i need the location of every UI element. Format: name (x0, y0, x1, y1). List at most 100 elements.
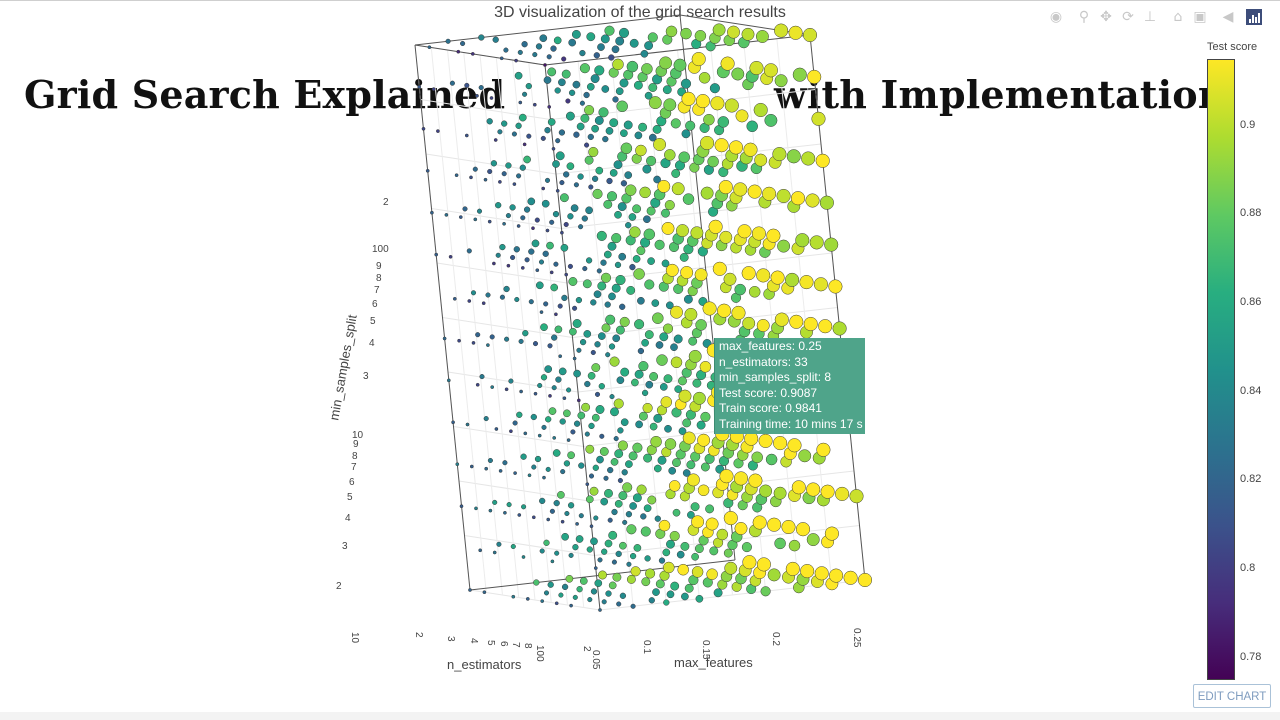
scatter-point[interactable] (593, 52, 600, 59)
scatter-point[interactable] (626, 574, 636, 584)
scatter-point[interactable] (576, 347, 582, 353)
scatter-point[interactable] (504, 336, 510, 342)
scatter-point[interactable] (633, 80, 643, 90)
scatter-point[interactable] (503, 510, 507, 515)
scatter-point[interactable] (527, 197, 536, 206)
scatter-point[interactable] (643, 453, 653, 463)
scatter-point[interactable] (543, 301, 549, 307)
scatter-point[interactable] (658, 519, 671, 532)
scatter-point[interactable] (569, 603, 573, 608)
scatter-point[interactable] (468, 588, 472, 592)
scatter-point[interactable] (545, 416, 552, 423)
scatter-point[interactable] (655, 579, 665, 589)
scatter-point[interactable] (685, 120, 696, 131)
scatter-point[interactable] (550, 283, 559, 292)
scatter-point[interactable] (487, 219, 492, 224)
scatter-point[interactable] (628, 451, 638, 461)
scatter-point[interactable] (417, 85, 422, 89)
scatter-point[interactable] (454, 173, 459, 178)
scatter-point[interactable] (532, 52, 538, 58)
scatter-point[interactable] (548, 407, 557, 415)
scatter-point[interactable] (539, 310, 544, 314)
scatter-point[interactable] (455, 462, 460, 467)
scatter-point[interactable] (600, 34, 610, 44)
scatter-point[interactable] (546, 517, 551, 522)
scatter-point[interactable] (611, 233, 622, 244)
scatter-point[interactable] (612, 572, 622, 582)
scatter-point[interactable] (731, 67, 745, 81)
scatter-point[interactable] (555, 188, 560, 193)
scatter-point[interactable] (558, 367, 567, 376)
scatter-point[interactable] (641, 338, 649, 347)
scatter-point[interactable] (659, 56, 673, 70)
scatter-point[interactable] (547, 118, 556, 126)
scatter-point[interactable] (568, 277, 578, 286)
scatter-point[interactable] (741, 542, 752, 553)
scatter-point[interactable] (534, 455, 542, 463)
scatter-point[interactable] (770, 270, 785, 285)
scatter-point[interactable] (527, 473, 532, 478)
scatter-point[interactable] (673, 334, 683, 344)
scatter-point[interactable] (523, 155, 531, 164)
scatter-point[interactable] (520, 215, 526, 221)
scatter-point[interactable] (604, 25, 615, 36)
scatter-point[interactable] (661, 208, 670, 218)
zoom-icon[interactable]: ⚲ (1078, 9, 1090, 25)
scatter-point[interactable] (445, 38, 451, 44)
scatter-point[interactable] (818, 319, 833, 334)
scatter-point[interactable] (558, 592, 564, 598)
scatter-point[interactable] (552, 449, 561, 457)
scatter-point[interactable] (603, 199, 613, 209)
scatter-point[interactable] (638, 122, 648, 132)
scatter-point[interactable] (547, 581, 554, 588)
scatter-point[interactable] (502, 221, 506, 226)
scatter-point[interactable] (566, 162, 575, 171)
scatter-point[interactable] (657, 179, 671, 193)
scatter-point[interactable] (540, 323, 548, 332)
scatter-point[interactable] (493, 138, 498, 142)
scatter-point[interactable] (647, 257, 655, 265)
scatter-point[interactable] (811, 111, 826, 126)
scatter-point[interactable] (802, 27, 818, 43)
scatter-point[interactable] (549, 508, 555, 514)
scatter-point[interactable] (620, 418, 629, 427)
scatter-point[interactable] (560, 519, 565, 524)
scatter-point[interactable] (756, 268, 771, 283)
scatter-point[interactable] (537, 382, 543, 389)
scatter-point[interactable] (697, 484, 710, 497)
scatter-point[interactable] (805, 193, 820, 208)
scatter-point[interactable] (520, 453, 527, 460)
scatter-point[interactable] (575, 522, 579, 526)
scatter-point[interactable] (514, 58, 518, 63)
scatter-point[interactable] (572, 356, 577, 361)
scatter-point[interactable] (522, 142, 527, 147)
scatter-point[interactable] (662, 323, 674, 334)
scatter-point[interactable] (612, 96, 619, 103)
scatter-point[interactable] (603, 250, 612, 259)
scatter-point[interactable] (737, 224, 752, 239)
scatter-point[interactable] (485, 292, 491, 298)
scatter-point[interactable] (679, 252, 689, 262)
scatter-point[interactable] (547, 343, 553, 349)
scatter-point[interactable] (656, 354, 668, 366)
scatter-point[interactable] (756, 557, 771, 572)
scatter-point[interactable] (583, 91, 590, 99)
plotly-logo-icon[interactable] (1246, 9, 1262, 25)
scatter-point[interactable] (531, 515, 536, 520)
scatter-point[interactable] (630, 603, 636, 609)
scatter-point[interactable] (601, 548, 608, 555)
scatter-point[interactable] (611, 45, 620, 54)
scatter-point[interactable] (596, 230, 607, 241)
scatter-point[interactable] (824, 237, 839, 252)
scatter-point[interactable] (526, 133, 532, 139)
scatter-point[interactable] (611, 508, 618, 516)
scatter-point[interactable] (521, 41, 528, 48)
scatter-point[interactable] (469, 175, 473, 180)
scatter-point[interactable] (561, 583, 569, 591)
scatter-point[interactable] (608, 581, 617, 590)
scatter-point[interactable] (601, 323, 611, 333)
scatter-point[interactable] (449, 80, 455, 86)
scatter-point[interactable] (751, 226, 766, 241)
scatter-point[interactable] (694, 30, 707, 42)
scatter-point[interactable] (521, 504, 527, 510)
